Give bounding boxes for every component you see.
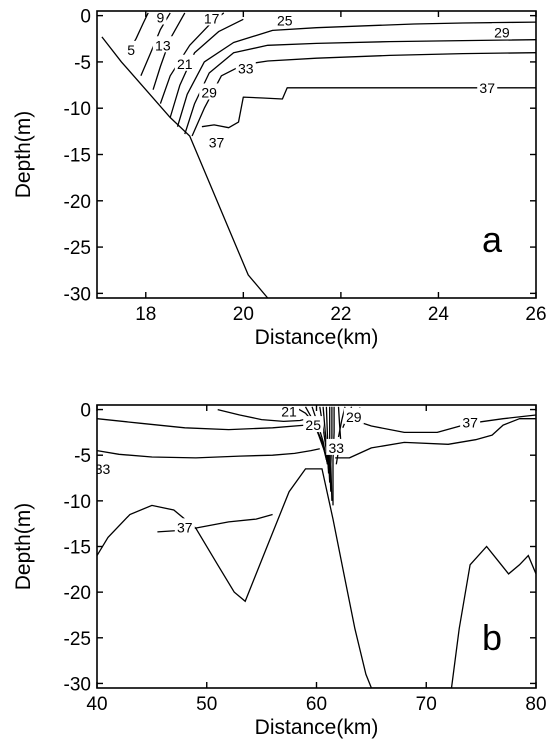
contour-label: 33	[95, 461, 111, 477]
x-tick-label: 50	[196, 694, 217, 715]
contour-line-33-15	[335, 406, 342, 465]
contour-label-bg	[154, 11, 167, 25]
contour-line-37-3	[335, 418, 536, 459]
contour-label: 33	[238, 60, 254, 76]
contour-label: 29	[201, 84, 217, 100]
contour-line-13-2	[152, 12, 186, 90]
seafloor-line	[101, 36, 269, 298]
x-tick-label: 18	[135, 304, 156, 325]
panel-a-chart: 5 9 13 17 21 25 29 33 37 29 37 18 20 22 24 26 0 -5 -10 -15 -…	[12, 7, 547, 349]
x-tick-label: 20	[233, 304, 254, 325]
contour-label: 9	[157, 9, 165, 25]
contour-label: 21	[281, 403, 297, 419]
contour-label: 37	[177, 519, 193, 535]
contour-line-29-8	[311, 406, 329, 465]
y-tick-label: -15	[64, 146, 91, 167]
y-tick-label: -20	[64, 192, 91, 213]
contour-line-25-5	[176, 21, 536, 127]
y-tick-label: -30	[64, 674, 91, 695]
contour-line-29-5	[217, 408, 312, 423]
y-tick-label: -10	[64, 492, 91, 513]
contour-line-33-0	[97, 448, 320, 459]
contour-label: 29	[494, 24, 510, 40]
contour-label: 37	[462, 414, 478, 430]
x-tick-label: 26	[525, 304, 546, 325]
contour-line-unlabeled-14	[332, 406, 335, 506]
plot-area: 33 37 37 21 29 25 33	[95, 403, 536, 688]
y-tick-label: 0	[80, 7, 91, 28]
y-tick-label: 0	[80, 401, 91, 422]
contour-label: 17	[204, 10, 220, 26]
contour-line-unlabeled-1	[97, 418, 320, 431]
y-tick-label: -5	[74, 446, 91, 467]
contour-label: 21	[177, 56, 193, 72]
contour-label-bg	[97, 459, 113, 476]
panel-b-chart: 33 37 37 21 29 25 33 40 50 60 70 80 0 -5 -10 -15 -20 -25 -…	[12, 401, 547, 739]
contour-label: 13	[155, 37, 171, 53]
contour-label: 25	[277, 12, 293, 28]
y-axis-label: Depth(m)	[12, 503, 35, 591]
contour-line-21-4	[169, 18, 244, 118]
contour-label: 29	[346, 409, 362, 425]
x-tick-label: 24	[428, 304, 450, 325]
contour-label: 33	[328, 440, 344, 456]
y-tick-label: -10	[64, 99, 91, 120]
contour-label-bg	[477, 78, 498, 95]
panel-letter: a	[482, 219, 503, 260]
x-tick-label: 22	[330, 304, 351, 325]
y-tick-label: -25	[64, 238, 91, 259]
contour-label-bg	[279, 405, 300, 419]
x-axis-label: Distance(km)	[255, 326, 379, 349]
contour-label-bg	[201, 11, 222, 26]
axes-frame	[96, 404, 537, 689]
contour-line-unlabeled-4	[349, 414, 536, 434]
contour-label-bg	[152, 36, 173, 53]
y-tick-label: -15	[64, 538, 91, 559]
x-tick-label: 40	[86, 694, 107, 715]
panel-letter: b	[482, 617, 502, 658]
x-tick-label: 80	[525, 694, 546, 715]
contour-label-bg	[174, 54, 195, 71]
x-tick-label: 70	[416, 694, 437, 715]
contour-label-bg	[199, 83, 220, 100]
contour-label: 5	[127, 42, 135, 58]
contour-label-bg	[343, 407, 364, 424]
seafloor-line	[97, 468, 536, 688]
contour-label: 37	[479, 80, 495, 96]
plot-area: 5 9 13 17 21 25 29 33 37 29 37	[101, 9, 536, 298]
x-axis-label: Distance(km)	[255, 716, 379, 739]
contour-label-bg	[303, 416, 324, 433]
contour-label-bg	[174, 518, 195, 535]
contour-line-37-8	[201, 87, 536, 129]
contour-label-bg	[326, 438, 347, 455]
contour-label-bg	[460, 413, 481, 430]
contour-label-bg	[125, 40, 138, 57]
contour-label: 37	[209, 134, 225, 150]
contour-label: 25	[305, 417, 321, 433]
y-tick-label: -30	[64, 284, 91, 305]
y-tick-label: -20	[64, 583, 91, 604]
contour-label-bg	[274, 11, 295, 28]
y-tick-label: -25	[64, 629, 91, 650]
contour-label-bg	[235, 59, 256, 76]
contour-line-37-2	[157, 513, 273, 533]
x-tick-label: 60	[306, 694, 327, 715]
y-axis-label: Depth(m)	[12, 111, 35, 199]
y-tick-label: -5	[74, 53, 91, 74]
contour-label-bg	[491, 23, 512, 40]
contour-label-bg	[206, 133, 227, 150]
